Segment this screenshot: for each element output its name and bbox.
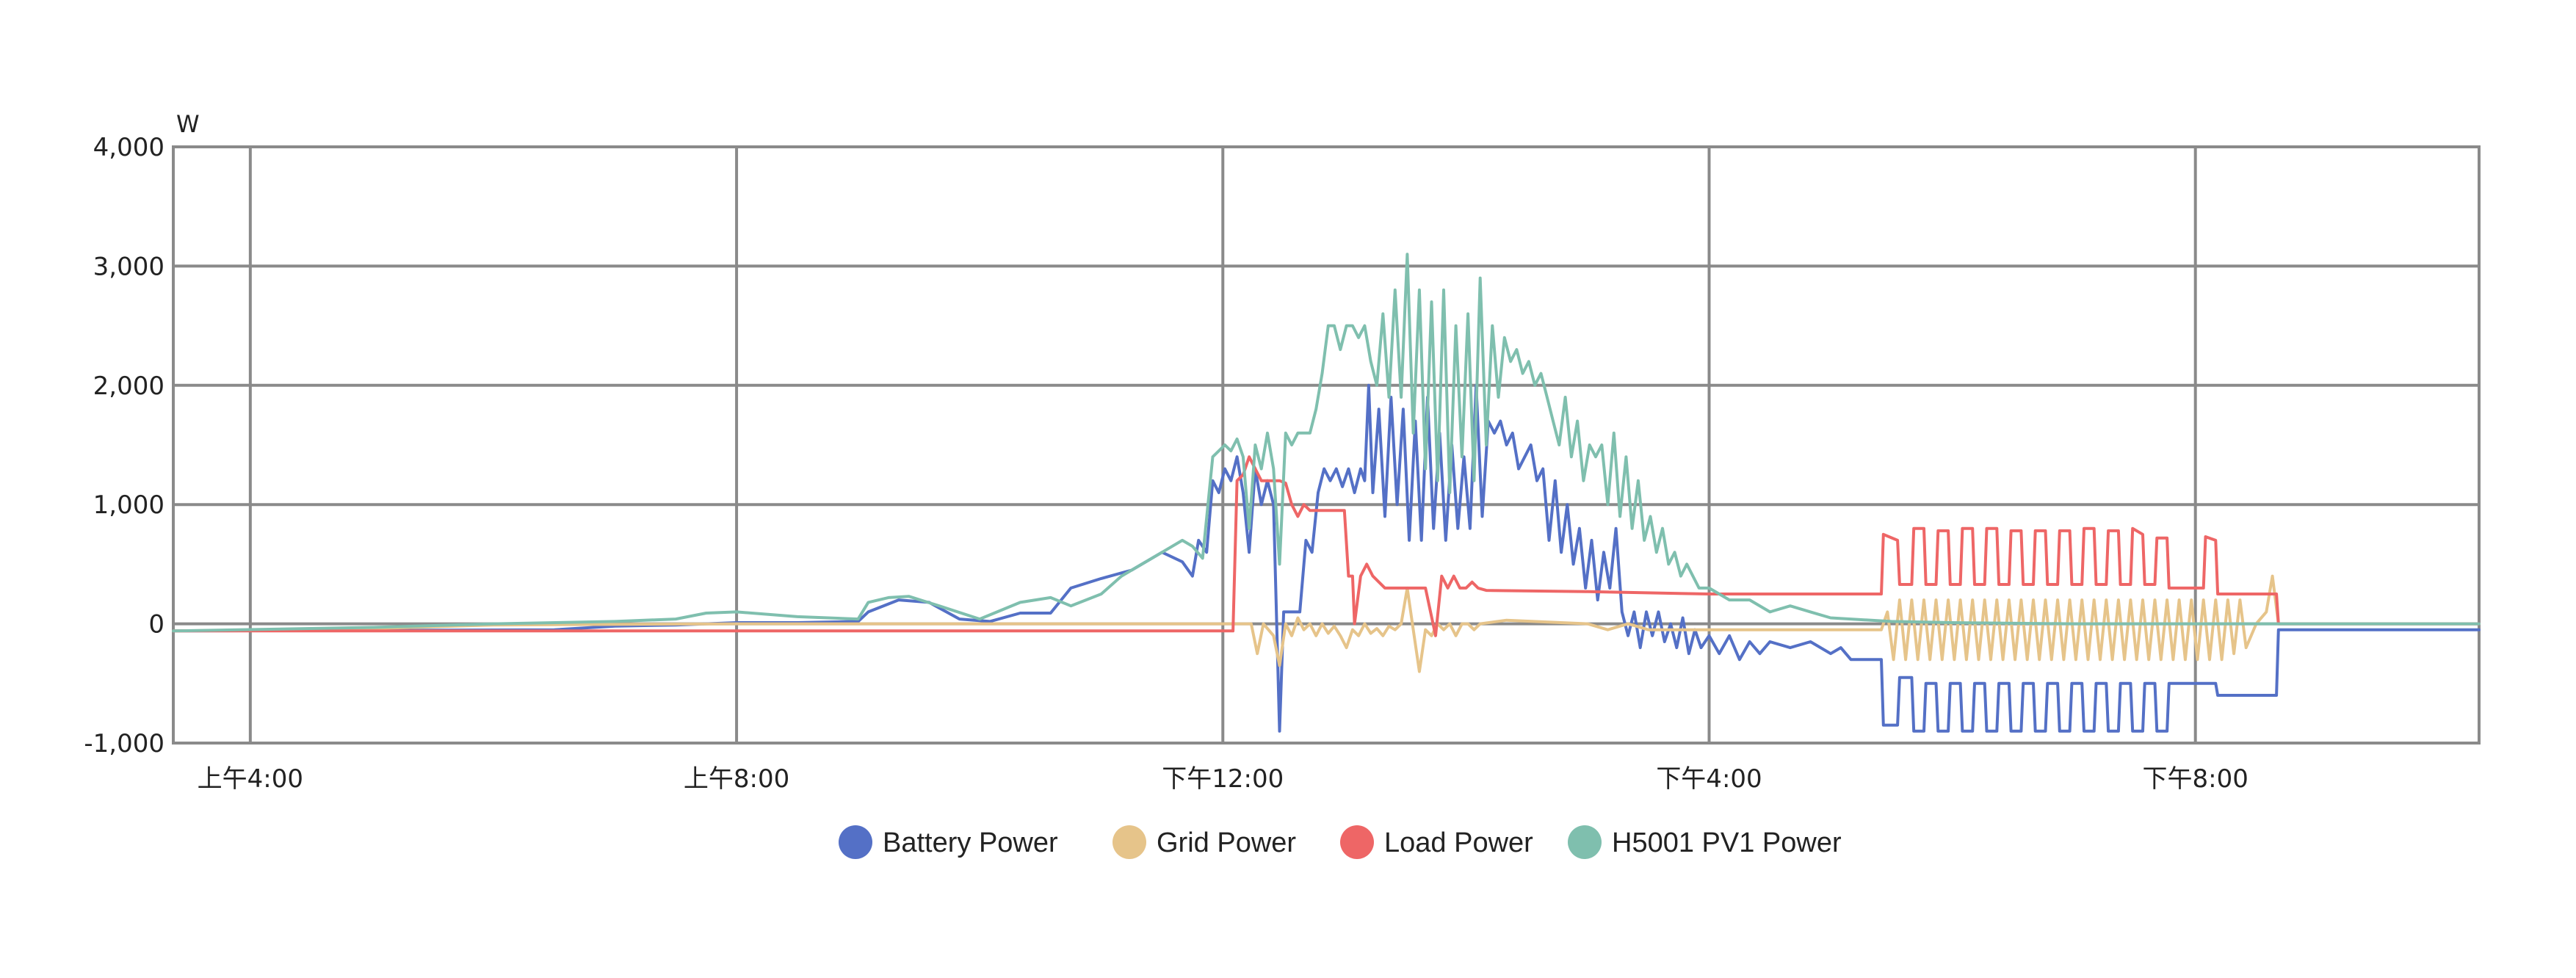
series-line-grid-power[interactable]	[172, 574, 2481, 673]
x-tick-label: 下午8:00	[2143, 764, 2248, 794]
y-tick-label: 0	[148, 610, 164, 640]
legend-item-battery-power[interactable]: Battery Power	[839, 825, 1058, 859]
legend-item-load-power[interactable]: Load Power	[1340, 825, 1533, 859]
legend-swatch	[1112, 825, 1146, 859]
legend-swatch	[1568, 825, 1602, 859]
y-tick-label: -1,000	[84, 729, 164, 758]
series-layer	[172, 253, 2481, 733]
legend[interactable]: Battery Power Grid Power Load Power H5001 P…	[839, 825, 1842, 859]
x-tick-label: 下午12:00	[1162, 764, 1284, 794]
legend-item-grid-power[interactable]: Grid Power	[1112, 825, 1296, 859]
grid-layer	[172, 145, 2481, 745]
y-tick-label: 4,000	[93, 133, 164, 162]
x-tick-label: 上午8:00	[684, 764, 789, 794]
plot-area-border	[172, 145, 2481, 745]
series-line-load-power[interactable]	[172, 455, 2481, 637]
legend-swatch	[839, 825, 872, 859]
series-line-h5001-pv1-power[interactable]	[172, 253, 2481, 633]
axis-layer: W -1,000 0 1,000 2,000 3,000 4,000 上午4:00 上午8:0…	[84, 110, 2248, 794]
legend-label: H5001 PV1 Power	[1612, 827, 1842, 858]
y-tick-label: 2,000	[93, 372, 164, 401]
legend-label: Battery Power	[883, 827, 1058, 858]
x-tick-label: 下午4:00	[1656, 764, 1762, 794]
legend-swatch	[1340, 825, 1374, 859]
y-axis-unit-label: W	[176, 110, 200, 138]
y-tick-label: 1,000	[93, 490, 164, 520]
legend-item-h5001-pv1-power[interactable]: H5001 PV1 Power	[1568, 825, 1842, 859]
series-line-battery-power[interactable]	[172, 383, 2481, 733]
y-tick-label: 3,000	[93, 252, 164, 281]
legend-label: Load Power	[1384, 827, 1533, 858]
x-tick-label: 上午4:00	[198, 764, 303, 794]
legend-label: Grid Power	[1157, 827, 1296, 858]
